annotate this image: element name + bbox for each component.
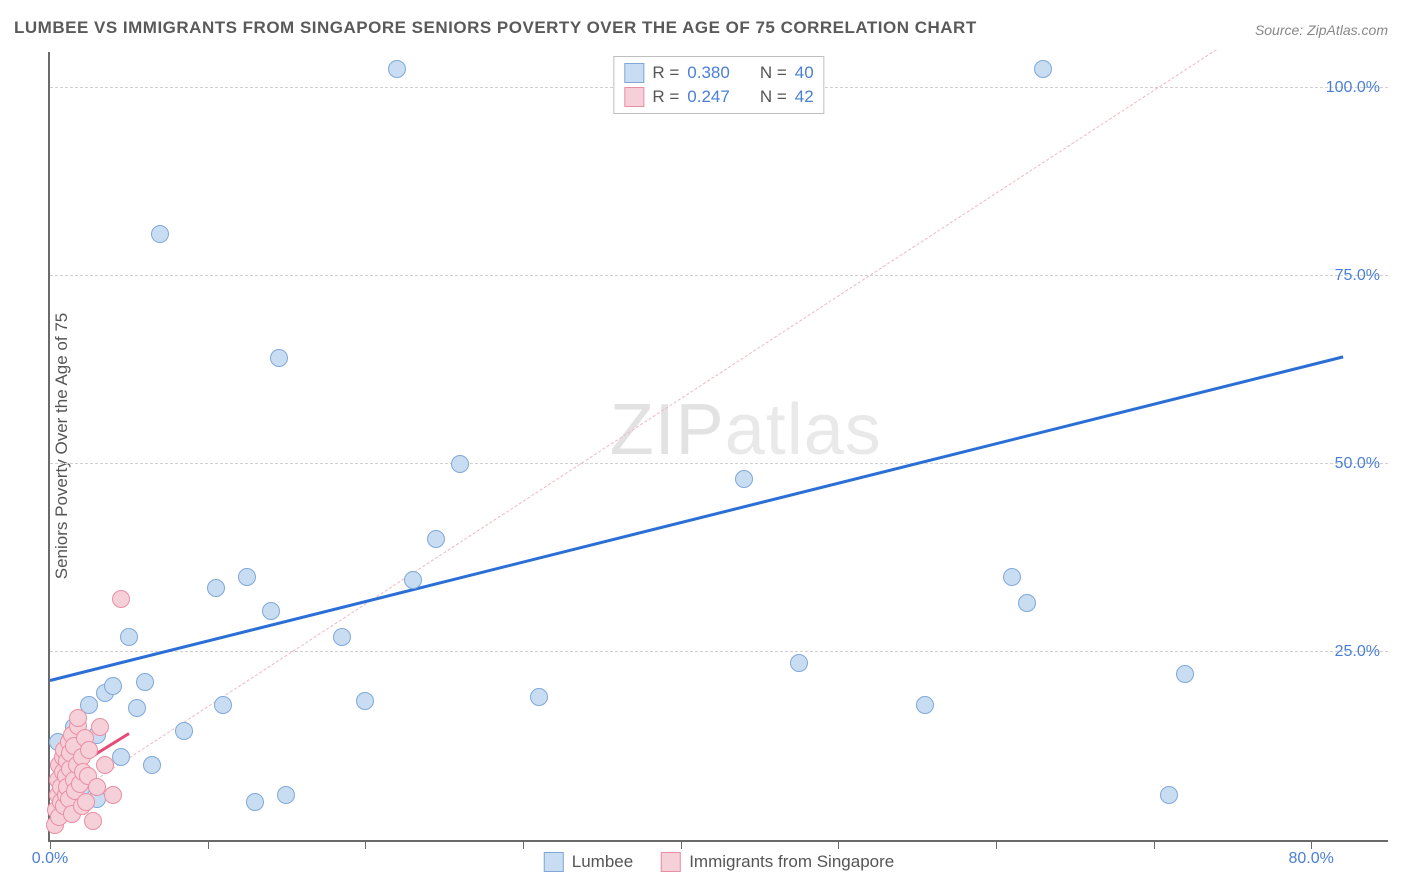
scatter-point-series-0 bbox=[1160, 786, 1178, 804]
r-value-0: 0.380 bbox=[687, 63, 730, 83]
x-tick bbox=[1311, 840, 1312, 849]
scatter-point-series-0 bbox=[151, 225, 169, 243]
scatter-point-series-0 bbox=[404, 571, 422, 589]
scatter-point-series-0 bbox=[104, 677, 122, 695]
gridline-h bbox=[50, 651, 1388, 652]
scatter-point-series-0 bbox=[1176, 665, 1194, 683]
plot-area: Seniors Poverty Over the Age of 75 ZIPat… bbox=[48, 52, 1388, 842]
r-label: R = bbox=[652, 87, 679, 107]
x-tick bbox=[208, 840, 209, 849]
scatter-point-series-1 bbox=[91, 718, 109, 736]
x-tick bbox=[50, 840, 51, 849]
scatter-point-series-1 bbox=[69, 709, 87, 727]
x-tick-label: 80.0% bbox=[1288, 850, 1333, 868]
scatter-point-series-1 bbox=[84, 812, 102, 830]
scatter-point-series-1 bbox=[77, 793, 95, 811]
chart-title: LUMBEE VS IMMIGRANTS FROM SINGAPORE SENI… bbox=[14, 18, 977, 38]
y-tick-label: 50.0% bbox=[1335, 455, 1380, 473]
scatter-point-series-0 bbox=[530, 688, 548, 706]
swatch-series-1 bbox=[624, 87, 644, 107]
scatter-point-series-1 bbox=[112, 590, 130, 608]
watermark-thin: atlas bbox=[725, 390, 882, 470]
legend-swatch-0 bbox=[544, 852, 564, 872]
legend-swatch-1 bbox=[661, 852, 681, 872]
scatter-point-series-0 bbox=[175, 722, 193, 740]
scatter-point-series-0 bbox=[143, 756, 161, 774]
y-tick-label: 25.0% bbox=[1335, 643, 1380, 661]
scatter-point-series-0 bbox=[112, 748, 130, 766]
source-attribution: Source: ZipAtlas.com bbox=[1255, 22, 1388, 38]
scatter-point-series-0 bbox=[333, 628, 351, 646]
x-tick-label: 0.0% bbox=[32, 850, 68, 868]
scatter-point-series-0 bbox=[735, 470, 753, 488]
scatter-point-series-0 bbox=[427, 530, 445, 548]
n-value-1: 42 bbox=[795, 87, 814, 107]
watermark: ZIPatlas bbox=[610, 389, 882, 471]
scatter-point-series-0 bbox=[238, 568, 256, 586]
legend-item-1: Immigrants from Singapore bbox=[661, 852, 894, 872]
y-axis-label: Seniors Poverty Over the Age of 75 bbox=[52, 313, 72, 579]
scatter-point-series-0 bbox=[1018, 594, 1036, 612]
scatter-point-series-0 bbox=[1003, 568, 1021, 586]
scatter-point-series-0 bbox=[262, 602, 280, 620]
scatter-point-series-0 bbox=[214, 696, 232, 714]
x-tick bbox=[838, 840, 839, 849]
n-label: N = bbox=[760, 87, 787, 107]
scatter-point-series-0 bbox=[790, 654, 808, 672]
scatter-point-series-0 bbox=[277, 786, 295, 804]
r-value-1: 0.247 bbox=[687, 87, 730, 107]
x-tick bbox=[996, 840, 997, 849]
n-label: N = bbox=[760, 63, 787, 83]
x-tick bbox=[365, 840, 366, 849]
scatter-point-series-0 bbox=[128, 699, 146, 717]
x-tick bbox=[1154, 840, 1155, 849]
scatter-point-series-1 bbox=[96, 756, 114, 774]
legend-item-0: Lumbee bbox=[544, 852, 633, 872]
gridline-h bbox=[50, 463, 1388, 464]
gridline-h bbox=[50, 275, 1388, 276]
scatter-point-series-1 bbox=[80, 741, 98, 759]
swatch-series-0 bbox=[624, 63, 644, 83]
scatter-point-series-1 bbox=[104, 786, 122, 804]
y-tick-label: 75.0% bbox=[1335, 267, 1380, 285]
y-tick-label: 100.0% bbox=[1326, 79, 1380, 97]
scatter-point-series-0 bbox=[120, 628, 138, 646]
r-label: R = bbox=[652, 63, 679, 83]
trend-line bbox=[50, 356, 1343, 682]
scatter-point-series-0 bbox=[451, 455, 469, 473]
scatter-point-series-0 bbox=[916, 696, 934, 714]
n-value-0: 40 bbox=[795, 63, 814, 83]
legend: Lumbee Immigrants from Singapore bbox=[544, 852, 894, 872]
stats-row-series-0: R = 0.380 N = 40 bbox=[624, 61, 813, 85]
stats-row-series-1: R = 0.247 N = 42 bbox=[624, 85, 813, 109]
scatter-point-series-0 bbox=[207, 579, 225, 597]
scatter-point-series-0 bbox=[356, 692, 374, 710]
scatter-point-series-0 bbox=[1034, 60, 1052, 78]
legend-label-1: Immigrants from Singapore bbox=[689, 852, 894, 872]
legend-label-0: Lumbee bbox=[572, 852, 633, 872]
x-tick bbox=[681, 840, 682, 849]
scatter-point-series-0 bbox=[136, 673, 154, 691]
x-tick bbox=[523, 840, 524, 849]
correlation-stats-box: R = 0.380 N = 40 R = 0.247 N = 42 bbox=[613, 56, 824, 114]
watermark-bold: ZIP bbox=[610, 390, 725, 470]
scatter-point-series-0 bbox=[270, 349, 288, 367]
scatter-point-series-0 bbox=[246, 793, 264, 811]
scatter-point-series-0 bbox=[388, 60, 406, 78]
